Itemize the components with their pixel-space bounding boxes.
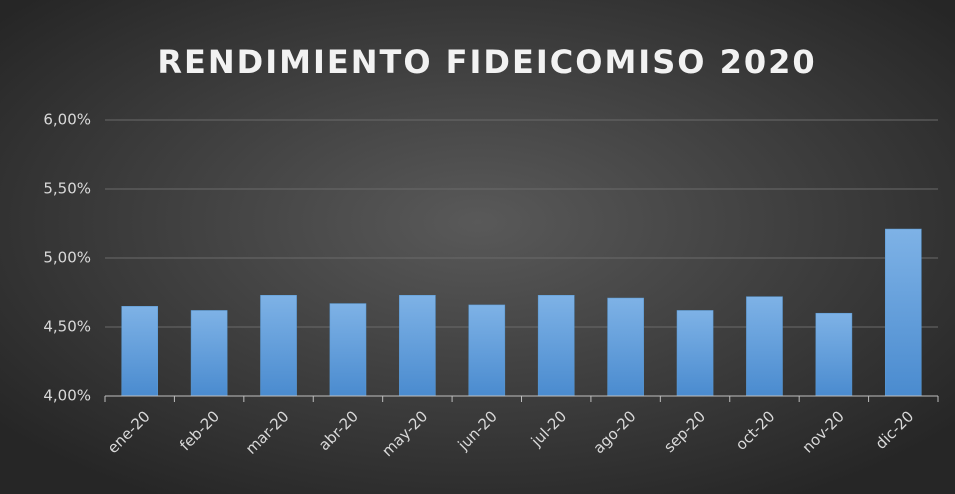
bar	[260, 295, 297, 397]
bar	[746, 296, 783, 397]
bar	[399, 295, 436, 397]
bar	[121, 306, 159, 397]
bar	[815, 312, 853, 397]
bar	[190, 310, 228, 397]
y-tick-label: 4,00%	[43, 387, 91, 405]
bar	[884, 228, 922, 397]
y-tick-label: 5,00%	[43, 249, 91, 267]
bar	[607, 297, 644, 397]
y-tick-label: 5,50%	[43, 180, 91, 198]
bar	[468, 304, 506, 397]
bar	[676, 310, 714, 397]
y-tick-label: 6,00%	[43, 111, 91, 129]
bar	[329, 303, 367, 397]
bar	[537, 295, 575, 397]
chart-title: RENDIMIENTO FIDEICOMISO 2020	[157, 43, 816, 81]
y-tick-label: 4,50%	[43, 318, 91, 336]
